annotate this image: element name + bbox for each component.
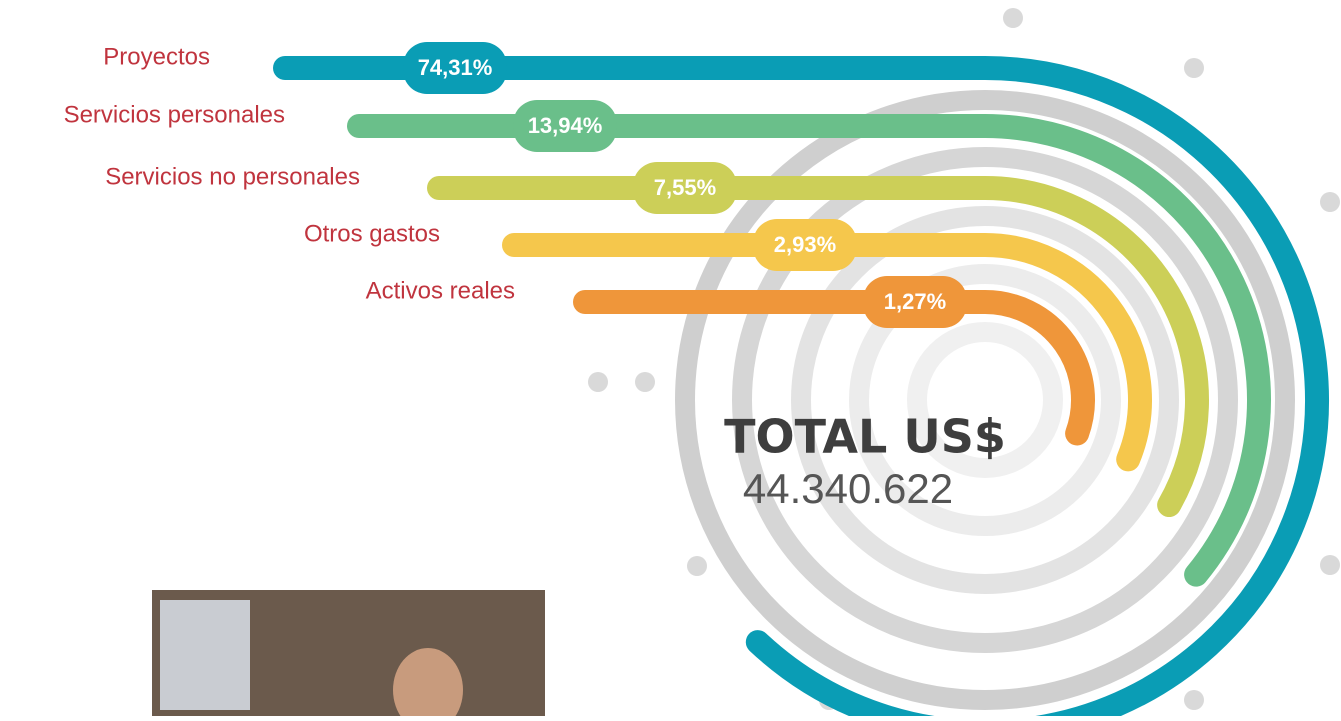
category-label: Otros gastos	[304, 220, 440, 247]
value-label: 2,93%	[774, 232, 836, 257]
category-label: Activos reales	[366, 277, 515, 304]
value-label: 7,55%	[654, 175, 716, 200]
photo-detail	[160, 600, 250, 710]
value-label: 13,94%	[528, 113, 603, 138]
category-label: Servicios no personales	[105, 163, 360, 190]
total-title: TOTAL US$	[724, 410, 1006, 464]
category-label: Proyectos	[103, 43, 210, 70]
chart: TOTAL US$ 44.340.622 Proyectos 74,31% Serv…	[0, 0, 1341, 716]
value-label: 74,31%	[418, 55, 493, 80]
total-value: 44.340.622	[743, 465, 953, 512]
value-label: 1,27%	[884, 289, 946, 314]
category-label: Servicios personales	[64, 101, 285, 128]
